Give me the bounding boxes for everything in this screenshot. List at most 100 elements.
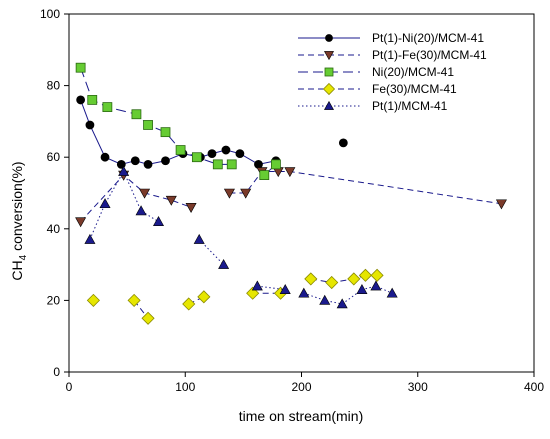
series-1-point bbox=[207, 149, 217, 159]
series-4-point bbox=[197, 290, 211, 304]
series-1-point bbox=[85, 120, 95, 130]
y-axis-label: CH4 conversion(%) bbox=[9, 161, 29, 280]
y-axis-label-rest: conversion(%) bbox=[9, 161, 25, 254]
y-tick-label: 40 bbox=[47, 222, 61, 236]
legend: Pt(1)-Ni(20)/MCM-41 Pt(1)-Fe(30)/MCM-41 Ni… bbox=[298, 31, 487, 113]
series-3-point bbox=[212, 159, 223, 170]
series-4-point bbox=[358, 268, 373, 282]
series-5-point bbox=[153, 216, 165, 226]
series-1-point bbox=[116, 159, 126, 169]
series-4-point bbox=[347, 272, 361, 286]
series-5-point bbox=[251, 280, 263, 291]
series-5-point bbox=[193, 233, 205, 244]
series-2-point bbox=[185, 203, 197, 213]
series-2-point bbox=[139, 188, 151, 199]
x-tick-label: 300 bbox=[408, 380, 428, 394]
y-tick-label: 80 bbox=[47, 79, 61, 93]
axes: 0 100 200 300 400 0 20 40 60 80 100 bbox=[40, 7, 544, 394]
series-3-point bbox=[175, 145, 186, 155]
series-5-point bbox=[319, 294, 331, 305]
series-4-point bbox=[127, 293, 141, 307]
legend-marker bbox=[322, 82, 336, 96]
series-3-point bbox=[131, 109, 142, 120]
series-5-point bbox=[279, 284, 291, 294]
series-1-point bbox=[76, 95, 86, 105]
series-3 bbox=[75, 62, 281, 181]
series-2-point bbox=[75, 217, 87, 228]
legend-entry: Ni(20)/MCM-41 bbox=[298, 65, 454, 79]
series-2-point bbox=[284, 167, 296, 178]
x-tick-label: 200 bbox=[291, 380, 311, 394]
series-1-point bbox=[254, 159, 263, 169]
series-4-point bbox=[86, 293, 100, 307]
series-2 bbox=[75, 167, 507, 228]
series-3-point bbox=[271, 159, 281, 170]
series-3-point bbox=[259, 170, 270, 181]
legend-label: Ni(20)/MCM-41 bbox=[372, 65, 454, 79]
series-5-line bbox=[303, 285, 393, 305]
series-3-point bbox=[75, 62, 86, 73]
series-1-point bbox=[161, 156, 170, 166]
series-5-point bbox=[118, 165, 130, 176]
y-tick-label: 60 bbox=[47, 150, 61, 164]
legend-marker bbox=[324, 67, 334, 77]
legend-label: Fe(30)/MCM-41 bbox=[372, 82, 457, 96]
series-5-point bbox=[386, 287, 398, 298]
series-5-point bbox=[218, 258, 230, 269]
series-1-point bbox=[130, 156, 140, 166]
plot-frame bbox=[68, 13, 535, 373]
legend-marker bbox=[325, 34, 333, 42]
series-1-point bbox=[235, 149, 245, 159]
series-5-point bbox=[370, 280, 382, 291]
y-axis-label-subscript: 4 bbox=[18, 254, 29, 260]
series-layer bbox=[75, 62, 507, 325]
series-3-point bbox=[191, 152, 202, 163]
x-axis-label: time on stream(min) bbox=[239, 408, 363, 424]
series-5-point bbox=[135, 205, 147, 216]
y-axis-label-main: CH bbox=[9, 260, 25, 280]
series-5-point bbox=[84, 233, 96, 244]
series-5-line bbox=[89, 170, 159, 240]
series-1-point bbox=[338, 138, 348, 148]
series-3-point bbox=[160, 127, 171, 138]
series-3-point bbox=[102, 102, 113, 112]
series-4-point bbox=[304, 272, 318, 286]
series-3-point bbox=[87, 95, 98, 105]
series-5 bbox=[84, 165, 398, 309]
legend-marker bbox=[323, 100, 335, 110]
series-5-point bbox=[356, 284, 368, 294]
series-2-line bbox=[229, 171, 502, 205]
series-4-point bbox=[370, 268, 384, 282]
series-3-line bbox=[80, 67, 232, 165]
legend-label: Pt(1)-Fe(30)/MCM-41 bbox=[372, 48, 487, 62]
legend-entry: Fe(30)/MCM-41 bbox=[298, 82, 457, 96]
x-tick-label: 100 bbox=[175, 380, 195, 394]
x-tick-label: 400 bbox=[524, 380, 544, 394]
series-1-point bbox=[100, 152, 110, 162]
legend-entry: Pt(1)-Ni(20)/MCM-41 bbox=[298, 31, 484, 45]
series-2-point bbox=[223, 188, 235, 199]
legend-label: Pt(1)/MCM-41 bbox=[372, 99, 448, 113]
series-4 bbox=[86, 268, 384, 325]
series-5-point bbox=[99, 198, 111, 209]
y-tick-label: 20 bbox=[47, 293, 61, 307]
series-5-point bbox=[298, 287, 310, 298]
series-1-point bbox=[143, 159, 153, 169]
legend-marker bbox=[323, 51, 335, 61]
series-1-point bbox=[221, 145, 231, 155]
series-5-line bbox=[198, 239, 224, 265]
series-1 bbox=[76, 95, 348, 169]
legend-entry: Pt(1)-Fe(30)/MCM-41 bbox=[298, 48, 487, 62]
series-5-point bbox=[336, 298, 348, 309]
series-5-line bbox=[257, 285, 286, 291]
x-tick-label: 0 bbox=[66, 380, 73, 394]
legend-label: Pt(1)-Ni(20)/MCM-41 bbox=[372, 31, 484, 45]
legend-entry: Pt(1)/MCM-41 bbox=[298, 99, 448, 113]
series-2-point bbox=[240, 188, 252, 199]
series-4-point bbox=[325, 275, 339, 290]
series-3-point bbox=[226, 159, 237, 170]
series-4-point bbox=[141, 311, 155, 325]
series-2-point bbox=[165, 195, 177, 206]
series-4-point bbox=[182, 297, 196, 311]
